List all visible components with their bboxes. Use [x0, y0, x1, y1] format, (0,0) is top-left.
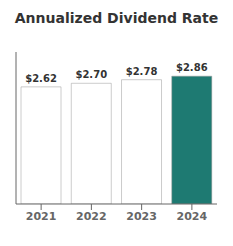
svg-text:2022: 2022 — [76, 210, 107, 223]
svg-text:$2.78: $2.78 — [126, 66, 158, 77]
svg-text:$2.62: $2.62 — [25, 73, 57, 84]
svg-text:2024: 2024 — [177, 210, 208, 223]
svg-text:2023: 2023 — [126, 210, 157, 223]
svg-text:2021: 2021 — [26, 210, 57, 223]
html-text:Annualized Dividend Rate: Annualized Dividend Rate — [14, 10, 219, 26]
svg-text:$2.70: $2.70 — [75, 69, 107, 80]
svg-text:$2.86: $2.86 — [176, 62, 208, 73]
